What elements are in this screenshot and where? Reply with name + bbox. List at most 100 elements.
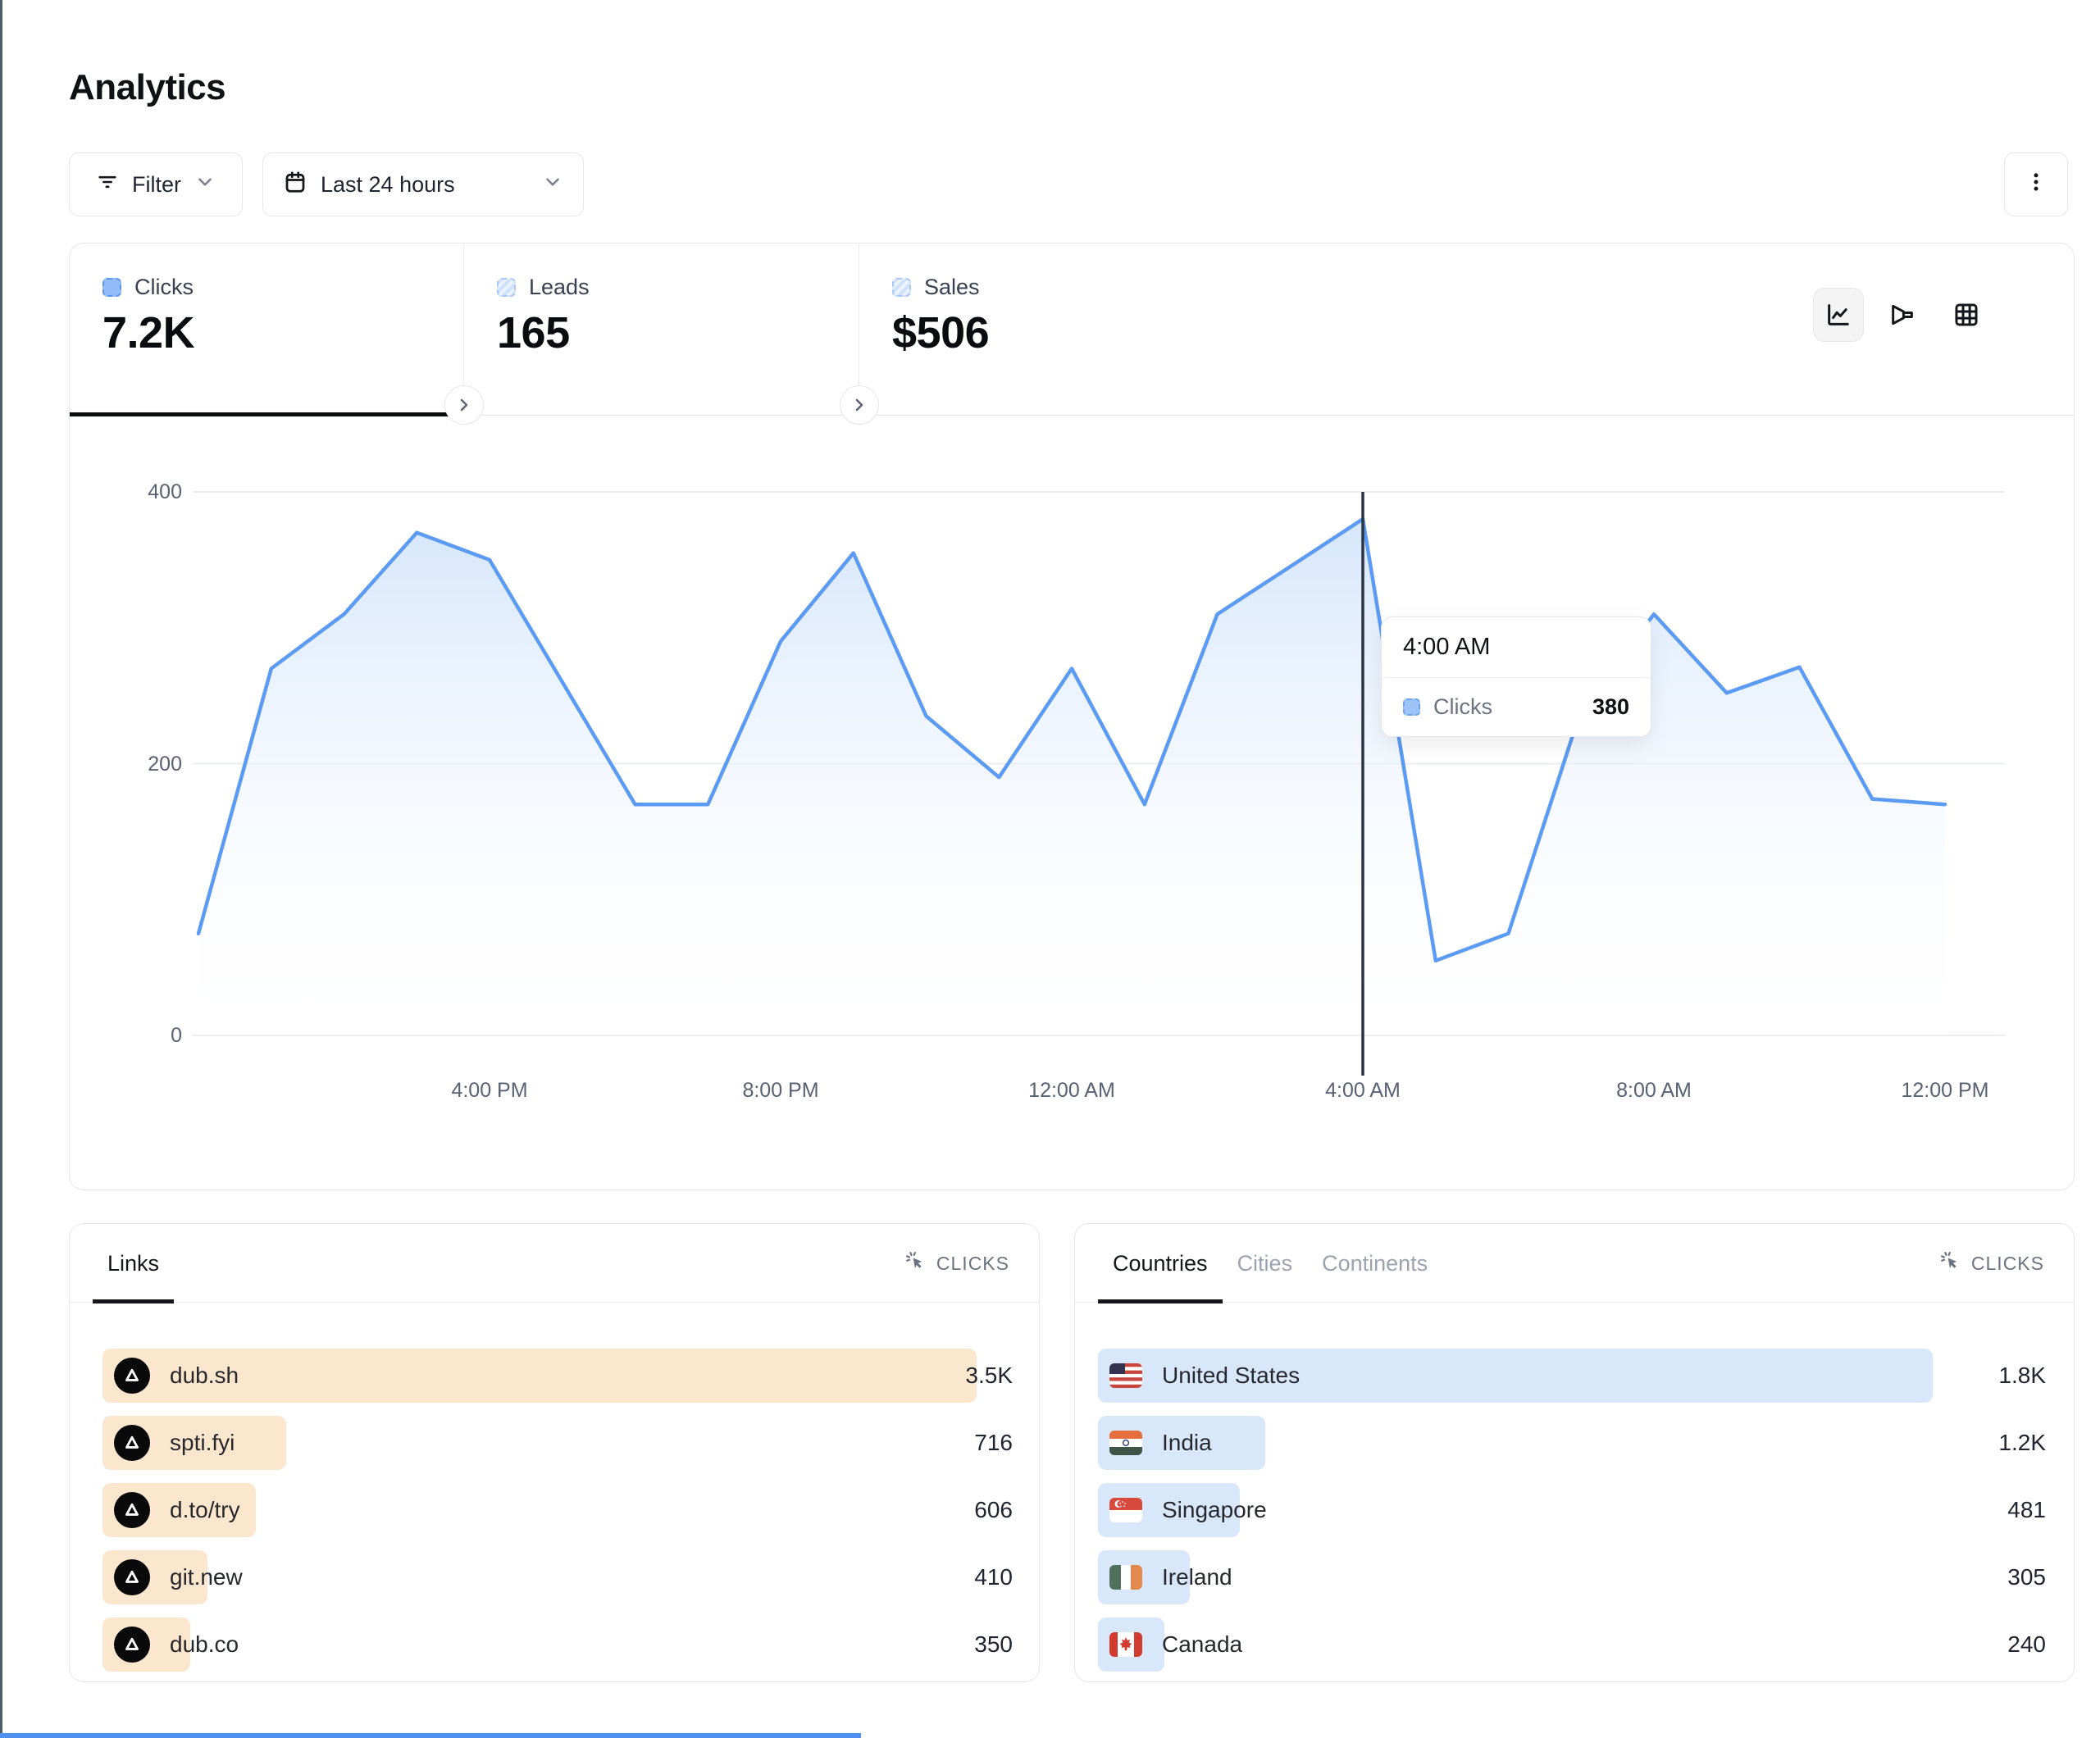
tab-links[interactable]: Links xyxy=(93,1224,175,1304)
country-name: United States xyxy=(1162,1363,1301,1388)
chevron-down-icon xyxy=(542,171,563,198)
link-row[interactable]: dub.sh 3.5K xyxy=(102,1349,1013,1403)
x-axis-label: 4:00 AM xyxy=(1325,1079,1401,1102)
metric-tab-leads[interactable]: Leads 165 xyxy=(464,243,859,416)
link-name: dub.co xyxy=(170,1631,239,1657)
tab-continents[interactable]: Continents xyxy=(1322,1250,1428,1276)
countries-panel-header: Countries Cities Continents CLICKS xyxy=(1075,1224,2074,1304)
tooltip-time: 4:00 AM xyxy=(1382,617,1651,678)
country-row[interactable]: Ireland 305 xyxy=(1098,1550,2046,1604)
line-chart-icon xyxy=(1828,304,1849,325)
x-axis-label: 4:00 PM xyxy=(451,1079,528,1102)
chevron-down-icon xyxy=(194,171,216,198)
expand-clicks-chevron-button[interactable] xyxy=(444,385,484,425)
chevron-right-icon xyxy=(460,398,468,412)
country-row[interactable]: Canada 240 xyxy=(1098,1617,2046,1672)
metric-label: Sales xyxy=(924,275,980,299)
country-clicks-value: 1.8K xyxy=(1998,1363,2046,1388)
cursor-click-icon xyxy=(1938,1249,1961,1277)
dub-logo-icon xyxy=(114,1492,150,1528)
y-axis-label: 400 xyxy=(148,480,182,503)
table-view-button[interactable] xyxy=(1941,288,1992,342)
link-row[interactable]: d.to/try 606 xyxy=(102,1483,1013,1537)
flag-sg-icon xyxy=(1109,1498,1142,1522)
metric-tab-sales[interactable]: Sales $506 xyxy=(859,243,1319,416)
x-axis-label: 8:00 AM xyxy=(1616,1079,1692,1102)
countries-metric-header[interactable]: CLICKS xyxy=(1938,1224,2044,1303)
leads-value: 165 xyxy=(497,308,570,357)
country-row[interactable]: United States 1.8K xyxy=(1098,1349,2046,1403)
clicks-legend-square xyxy=(102,278,121,297)
filter-button[interactable]: Filter xyxy=(69,152,243,216)
dub-logo-icon xyxy=(114,1559,150,1595)
metric-tab-clicks[interactable]: Clicks 7.2K xyxy=(70,243,463,416)
country-value-bar xyxy=(1098,1349,1933,1403)
country-name: Ireland xyxy=(1162,1564,1232,1590)
calendar-icon xyxy=(283,170,307,200)
links-metric-header[interactable]: CLICKS xyxy=(904,1224,1009,1303)
metrics-header: Clicks 7.2K Leads 165 Sales $506 xyxy=(70,243,2074,425)
y-axis-label: 0 xyxy=(171,1024,182,1047)
link-row[interactable]: spti.fyi 716 xyxy=(102,1416,1013,1470)
link-name: spti.fyi xyxy=(170,1430,235,1455)
x-axis-label: 8:00 PM xyxy=(742,1079,819,1102)
funnel-chart-icon xyxy=(1892,304,1913,325)
metric-label: Clicks xyxy=(134,275,194,299)
countries-panel: Countries Cities Continents CLICKS United … xyxy=(1074,1223,2075,1682)
partial-element-bottom-edge xyxy=(0,1733,861,1738)
dub-logo-icon xyxy=(114,1358,150,1394)
tab-links-label: Links xyxy=(107,1250,160,1276)
page-title: Analytics xyxy=(69,67,226,107)
date-range-label: Last 24 hours xyxy=(321,171,455,197)
link-name: dub.sh xyxy=(170,1363,239,1388)
leads-legend-square xyxy=(497,278,516,297)
country-name: Singapore xyxy=(1162,1497,1267,1522)
flag-ca-icon xyxy=(1109,1632,1142,1657)
more-options-button[interactable] xyxy=(2004,152,2068,216)
chart-tooltip: 4:00 AM Clicks 380 xyxy=(1381,616,1651,737)
tooltip-value: 380 xyxy=(1592,694,1629,719)
filter-lines-icon xyxy=(96,171,119,199)
tab-cities[interactable]: Cities xyxy=(1237,1250,1293,1276)
dub-logo-icon xyxy=(114,1425,150,1461)
link-name: git.new xyxy=(170,1564,243,1590)
link-clicks-value: 410 xyxy=(974,1564,1013,1590)
bar-track xyxy=(102,1349,977,1403)
tooltip-series-label: Clicks xyxy=(1433,694,1492,719)
date-range-button[interactable]: Last 24 hours xyxy=(262,152,584,216)
country-clicks-value: 1.2K xyxy=(1998,1430,2046,1455)
country-row[interactable]: India 1.2K xyxy=(1098,1416,2046,1470)
clicks-value: 7.2K xyxy=(102,308,195,357)
country-name: India xyxy=(1162,1430,1212,1455)
flag-us-icon xyxy=(1109,1363,1142,1388)
countries-metric-header-label: CLICKS xyxy=(1970,1252,2044,1274)
bar-track xyxy=(1098,1416,1933,1470)
table-grid-icon xyxy=(1955,303,1978,326)
country-clicks-value: 240 xyxy=(2007,1631,2046,1657)
link-clicks-value: 3.5K xyxy=(965,1363,1013,1388)
country-row[interactable]: Singapore 481 xyxy=(1098,1483,2046,1537)
country-clicks-value: 481 xyxy=(2007,1497,2046,1522)
line-chart-view-button[interactable] xyxy=(1813,288,1864,342)
chevron-right-icon xyxy=(855,398,863,412)
flag-ie-icon xyxy=(1109,1565,1142,1590)
cursor-click-icon xyxy=(904,1249,927,1277)
link-row[interactable]: dub.co 350 xyxy=(102,1617,1013,1672)
sales-value: $506 xyxy=(892,308,990,357)
tab-countries[interactable]: Countries xyxy=(1098,1224,1223,1304)
link-clicks-value: 606 xyxy=(974,1497,1013,1522)
x-axis-label: 12:00 AM xyxy=(1028,1079,1115,1102)
country-clicks-value: 305 xyxy=(2007,1564,2046,1590)
tab-divider xyxy=(463,243,464,416)
links-metric-header-label: CLICKS xyxy=(936,1252,1009,1274)
expand-leads-chevron-button[interactable] xyxy=(840,385,879,425)
funnel-chart-view-button[interactable] xyxy=(1877,288,1928,342)
country-name: Canada xyxy=(1162,1631,1243,1657)
link-name: d.to/try xyxy=(170,1497,240,1522)
link-row[interactable]: git.new 410 xyxy=(102,1550,1013,1604)
links-panel: Links CLICKS dub.sh 3.5K spti.fy xyxy=(69,1223,1040,1682)
active-tab-indicator xyxy=(70,412,463,416)
sales-legend-square xyxy=(892,278,911,297)
dub-logo-icon xyxy=(114,1627,150,1663)
